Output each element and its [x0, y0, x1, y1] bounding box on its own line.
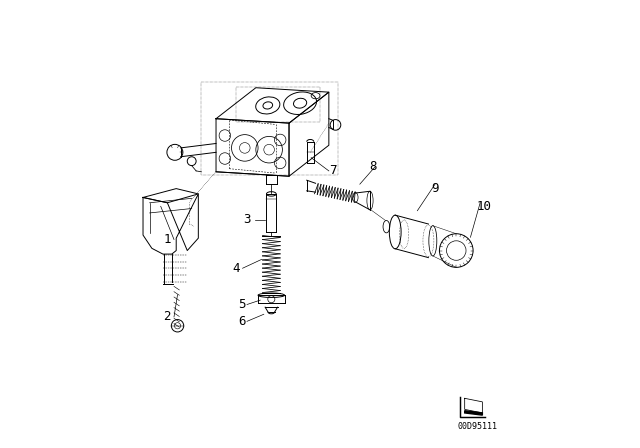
Text: 4: 4 [232, 262, 240, 275]
Polygon shape [465, 398, 483, 413]
Text: 9: 9 [431, 182, 439, 195]
Text: 5: 5 [238, 298, 245, 311]
Text: 8: 8 [369, 160, 377, 173]
Polygon shape [465, 411, 483, 415]
Text: 1: 1 [164, 233, 171, 246]
Text: 2: 2 [164, 310, 171, 323]
Text: 3: 3 [243, 213, 251, 226]
Text: 7: 7 [330, 164, 337, 177]
Text: 10: 10 [476, 200, 492, 213]
Text: 00D95111: 00D95111 [457, 422, 497, 431]
Text: 6: 6 [238, 315, 245, 328]
